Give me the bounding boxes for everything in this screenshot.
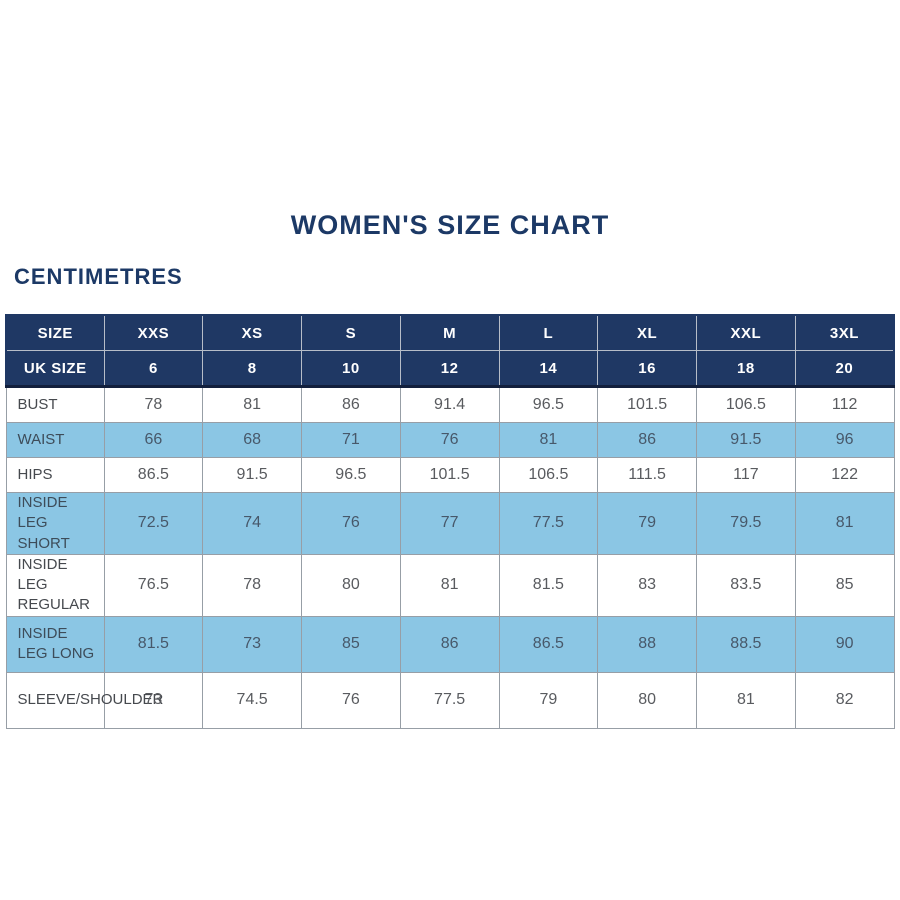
cell-value: 79: [597, 492, 697, 555]
size-col-header: M: [399, 314, 500, 351]
table-row: SLEEVE/SHOULDER 73 74.5 76 77.5 79 80 81 82: [5, 671, 895, 729]
uk-size-value: 8: [202, 350, 302, 388]
cell-value: 77.5: [498, 492, 599, 555]
cell-value: 83: [597, 553, 697, 617]
cell-value: 76: [301, 492, 401, 555]
cell-value: 85: [794, 553, 895, 617]
cell-value: 106.5: [498, 457, 599, 493]
cell-value: 71: [301, 422, 401, 458]
cell-value: 91.5: [202, 457, 302, 493]
cell-value: 86: [597, 422, 697, 458]
size-corner-header: SIZE: [5, 314, 105, 351]
table-body: BUST 78 81 86 91.4 96.5 101.5 106.5 112 WAIST 66 68…: [5, 386, 895, 729]
cell-value: 106.5: [696, 386, 796, 423]
cell-value: 117: [696, 457, 796, 493]
cell-value: 101.5: [597, 386, 697, 423]
uk-size-value: 14: [498, 350, 599, 388]
uk-size-value: 12: [399, 350, 500, 388]
row-label: BUST: [5, 386, 105, 423]
table-row: WAIST 66 68 71 76 81 86 91.5 96: [5, 422, 895, 458]
uk-size-label: UK SIZE: [5, 350, 105, 388]
cell-value: 86: [399, 615, 500, 673]
cell-value: 86: [301, 386, 401, 423]
cell-value: 76: [301, 671, 401, 729]
row-label: INSIDE LEG LONG: [5, 615, 105, 673]
cell-value: 66: [103, 422, 204, 458]
cell-value: 74: [202, 492, 302, 555]
size-col-header: XS: [202, 314, 302, 351]
uk-size-value: 20: [794, 350, 895, 388]
cell-value: 88: [597, 615, 697, 673]
table-row: BUST 78 81 86 91.4 96.5 101.5 106.5 112: [5, 386, 895, 423]
cell-value: 73: [103, 671, 204, 729]
size-chart-table: SIZE XXS XS S M L XL XXL 3XL UK SIZE 6 8 10 12 14 16 18…: [5, 314, 895, 729]
cell-value: 122: [794, 457, 895, 493]
table-row: INSIDE LEG REGULAR 76.5 78 80 81 81.5 83 83.5 85: [5, 553, 895, 617]
cell-value: 79.5: [696, 492, 796, 555]
uk-size-value: 6: [103, 350, 204, 388]
page-title: WOMEN'S SIZE CHART: [290, 210, 610, 240]
size-col-header: S: [301, 314, 401, 351]
units-label: CENTIMETRES: [14, 264, 183, 289]
table-row: INSIDE LEG SHORT 72.5 74 76 77 77.5 79 79.5 81: [5, 492, 895, 555]
size-col-header: 3XL: [794, 314, 895, 351]
size-header-row: SIZE XXS XS S M L XL XXL 3XL: [5, 314, 895, 351]
row-label: INSIDE LEG SHORT: [5, 492, 105, 555]
cell-value: 78: [103, 386, 204, 423]
cell-value: 91.5: [696, 422, 796, 458]
size-col-header: XL: [597, 314, 697, 351]
cell-value: 86.5: [498, 615, 599, 673]
row-label: INSIDE LEG REGULAR: [5, 553, 105, 617]
cell-value: 82: [794, 671, 895, 729]
cell-value: 81: [399, 553, 500, 617]
cell-value: 80: [597, 671, 697, 729]
cell-value: 86.5: [103, 457, 204, 493]
cell-value: 72.5: [103, 492, 204, 555]
cell-value: 81: [498, 422, 599, 458]
row-label: HIPS: [5, 457, 105, 493]
cell-value: 79: [498, 671, 599, 729]
size-col-header: XXL: [696, 314, 796, 351]
cell-value: 101.5: [399, 457, 500, 493]
uk-size-value: 16: [597, 350, 697, 388]
table-row: HIPS 86.5 91.5 96.5 101.5 106.5 111.5 117 122: [5, 457, 895, 493]
cell-value: 96: [794, 422, 895, 458]
row-label: WAIST: [5, 422, 105, 458]
cell-value: 83.5: [696, 553, 796, 617]
cell-value: 78: [202, 553, 302, 617]
cell-value: 80: [301, 553, 401, 617]
cell-value: 81.5: [498, 553, 599, 617]
size-col-header: L: [498, 314, 599, 351]
uk-size-value: 18: [696, 350, 796, 388]
cell-value: 81.5: [103, 615, 204, 673]
cell-value: 76.5: [103, 553, 204, 617]
size-col-header: XXS: [103, 314, 204, 351]
table-header: SIZE XXS XS S M L XL XXL 3XL UK SIZE 6 8 10 12 14 16 18…: [5, 314, 895, 388]
cell-value: 68: [202, 422, 302, 458]
cell-value: 81: [696, 671, 796, 729]
cell-value: 112: [794, 386, 895, 423]
uk-size-value: 10: [301, 350, 401, 388]
cell-value: 73: [202, 615, 302, 673]
cell-value: 111.5: [597, 457, 697, 493]
cell-value: 77.5: [399, 671, 500, 729]
table-row: INSIDE LEG LONG 81.5 73 85 86 86.5 88 88.5 90: [5, 615, 895, 673]
cell-value: 96.5: [498, 386, 599, 423]
cell-value: 81: [202, 386, 302, 423]
cell-value: 91.4: [399, 386, 500, 423]
cell-value: 77: [399, 492, 500, 555]
cell-value: 85: [301, 615, 401, 673]
cell-value: 74.5: [202, 671, 302, 729]
cell-value: 76: [399, 422, 500, 458]
cell-value: 81: [794, 492, 895, 555]
row-label: SLEEVE/SHOULDER: [5, 671, 163, 729]
cell-value: 96.5: [301, 457, 401, 493]
cell-value: 88.5: [696, 615, 796, 673]
uk-size-header-row: UK SIZE 6 8 10 12 14 16 18 20: [5, 350, 895, 388]
cell-value: 90: [794, 615, 895, 673]
